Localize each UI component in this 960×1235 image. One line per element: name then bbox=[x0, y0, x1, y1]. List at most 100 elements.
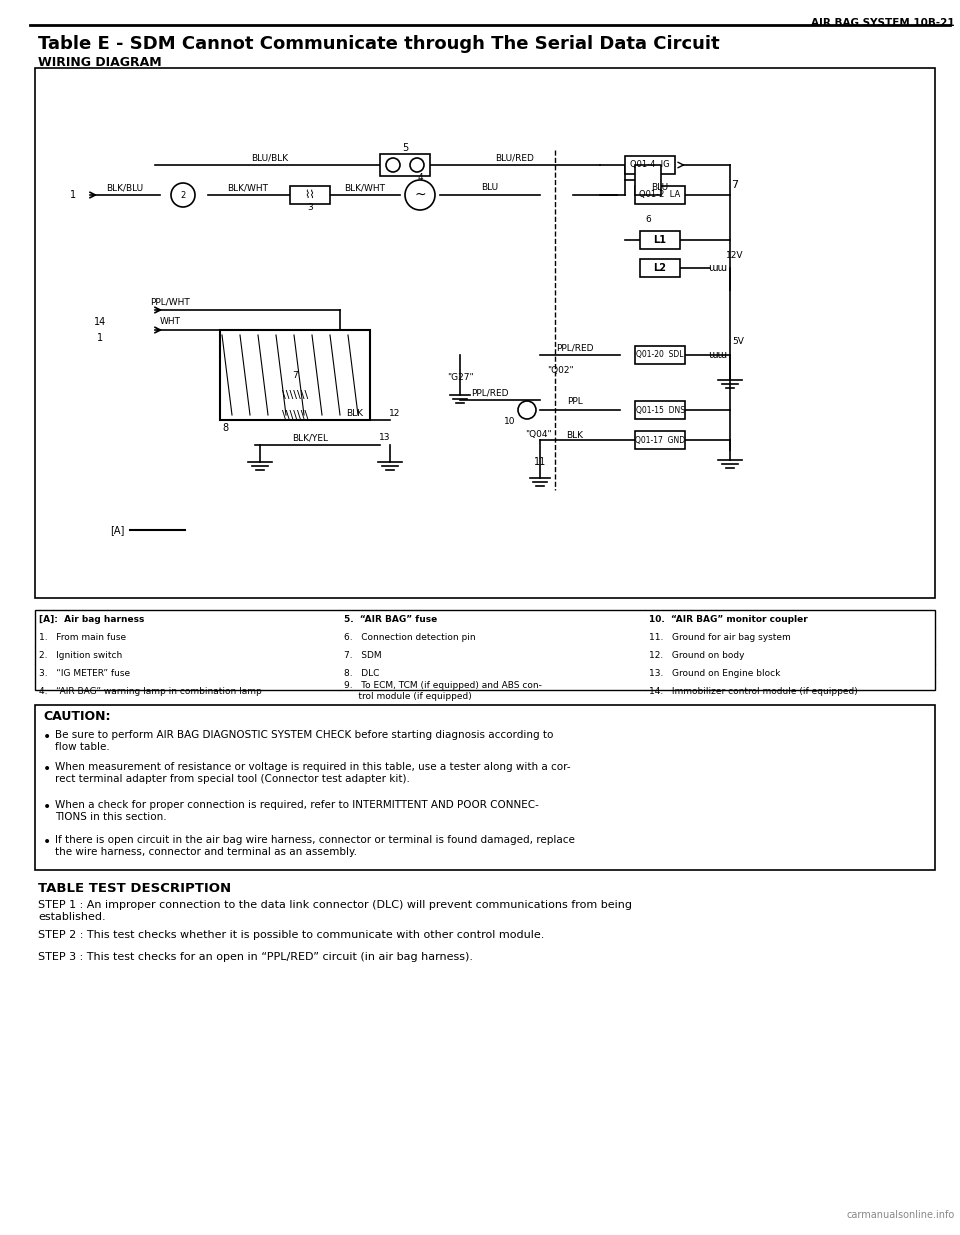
Text: CAUTION:: CAUTION: bbox=[43, 710, 110, 724]
Text: 5: 5 bbox=[402, 143, 408, 153]
Text: Q01-17  GND: Q01-17 GND bbox=[635, 436, 685, 445]
Circle shape bbox=[518, 401, 536, 419]
Text: When measurement of resistance or voltage is required in this table, use a teste: When measurement of resistance or voltag… bbox=[55, 762, 570, 783]
Text: PPL/WHT: PPL/WHT bbox=[150, 298, 190, 306]
Bar bbox=[635, 165, 661, 195]
Text: 10.  “AIR BAG” monitor coupler: 10. “AIR BAG” monitor coupler bbox=[649, 615, 807, 624]
Text: Q01-4  IG: Q01-4 IG bbox=[630, 161, 670, 169]
Bar bbox=[35, 610, 935, 690]
Text: 6: 6 bbox=[645, 215, 651, 225]
Text: When a check for proper connection is required, refer to INTERMITTENT AND POOR C: When a check for proper connection is re… bbox=[55, 800, 539, 821]
Text: STEP 1 : An improper connection to the data link connector (DLC) will prevent co: STEP 1 : An improper connection to the d… bbox=[38, 900, 632, 921]
Text: \\\\\\\: \\\\\\\ bbox=[282, 410, 308, 420]
Bar bbox=[635, 186, 685, 204]
Bar bbox=[640, 231, 680, 249]
Text: BLU/RED: BLU/RED bbox=[495, 153, 535, 163]
Text: Q01-20  SDL: Q01-20 SDL bbox=[636, 351, 684, 359]
Text: PPL: PPL bbox=[567, 398, 583, 406]
Text: 8.   DLC: 8. DLC bbox=[344, 668, 379, 678]
Bar bbox=[380, 154, 430, 177]
Text: BLK: BLK bbox=[347, 409, 364, 417]
Text: •: • bbox=[43, 730, 51, 743]
Bar bbox=[635, 431, 685, 450]
Text: 14: 14 bbox=[94, 317, 107, 327]
Text: 12.   Ground on body: 12. Ground on body bbox=[649, 651, 745, 659]
Text: •: • bbox=[43, 835, 51, 848]
Text: BLK: BLK bbox=[566, 431, 584, 440]
Text: ɯɯ: ɯɯ bbox=[708, 350, 728, 359]
Bar bbox=[35, 68, 935, 598]
Text: If there is open circuit in the air bag wire harness, connector or terminal is f: If there is open circuit in the air bag … bbox=[55, 835, 575, 857]
Text: 7: 7 bbox=[732, 180, 738, 190]
Text: 7.   SDM: 7. SDM bbox=[344, 651, 382, 659]
Circle shape bbox=[405, 180, 435, 210]
Text: STEP 2 : This test checks whether it is possible to communicate with other contr: STEP 2 : This test checks whether it is … bbox=[38, 930, 544, 940]
Bar bbox=[290, 186, 330, 204]
Text: 12V: 12V bbox=[727, 251, 744, 259]
Text: 4.   “AIR BAG” warning lamp in combination lamp: 4. “AIR BAG” warning lamp in combination… bbox=[39, 687, 262, 695]
Circle shape bbox=[410, 158, 424, 172]
Text: 14.   Immobilizer control module (if equipped): 14. Immobilizer control module (if equip… bbox=[649, 687, 857, 695]
Text: BLU: BLU bbox=[481, 184, 498, 193]
Bar bbox=[635, 401, 685, 419]
Text: [A]: [A] bbox=[110, 525, 125, 535]
Bar bbox=[625, 156, 675, 174]
Text: 9.   To ECM, TCM (if equipped) and ABS con-
     trol module (if equipped): 9. To ECM, TCM (if equipped) and ABS con… bbox=[344, 682, 541, 700]
Text: Be sure to perform AIR BAG DIAGNOSTIC SYSTEM CHECK before starting diagnosis acc: Be sure to perform AIR BAG DIAGNOSTIC SY… bbox=[55, 730, 553, 752]
Text: 1.   From main fuse: 1. From main fuse bbox=[39, 632, 126, 641]
Text: Table E - SDM Cannot Communicate through The Serial Data Circuit: Table E - SDM Cannot Communicate through… bbox=[38, 35, 720, 53]
Text: [A]:  Air bag harness: [A]: Air bag harness bbox=[39, 615, 144, 624]
Text: 1: 1 bbox=[70, 190, 76, 200]
Bar bbox=[220, 330, 370, 420]
Text: 13: 13 bbox=[379, 433, 391, 442]
Text: 1: 1 bbox=[97, 333, 103, 343]
Text: 11.   Ground for air bag system: 11. Ground for air bag system bbox=[649, 632, 791, 641]
Text: BLK/WHT: BLK/WHT bbox=[228, 184, 269, 193]
Text: 8: 8 bbox=[222, 424, 228, 433]
Text: 3.   “IG METER” fuse: 3. “IG METER” fuse bbox=[39, 668, 131, 678]
Text: Q01-2  LA: Q01-2 LA bbox=[639, 190, 681, 200]
Text: BLU: BLU bbox=[652, 184, 668, 193]
Text: PPL/RED: PPL/RED bbox=[471, 389, 509, 398]
Text: PPL/RED: PPL/RED bbox=[556, 343, 593, 352]
Text: ⌇⌇: ⌇⌇ bbox=[304, 190, 316, 200]
Text: AIR BAG SYSTEM 10B-21: AIR BAG SYSTEM 10B-21 bbox=[811, 19, 955, 28]
Text: L1: L1 bbox=[654, 235, 666, 245]
Text: 13.   Ground on Engine block: 13. Ground on Engine block bbox=[649, 668, 780, 678]
Text: 5.  “AIR BAG” fuse: 5. “AIR BAG” fuse bbox=[344, 615, 437, 624]
Text: WIRING DIAGRAM: WIRING DIAGRAM bbox=[38, 56, 161, 69]
Text: 6.   Connection detection pin: 6. Connection detection pin bbox=[344, 632, 475, 641]
Text: 5V: 5V bbox=[732, 337, 744, 347]
Text: "Q02": "Q02" bbox=[546, 366, 573, 374]
Bar bbox=[640, 259, 680, 277]
Text: •: • bbox=[43, 762, 51, 776]
Text: "G27": "G27" bbox=[446, 373, 473, 383]
Text: Q01-15  DNS: Q01-15 DNS bbox=[636, 405, 684, 415]
Text: BLK/YEL: BLK/YEL bbox=[292, 433, 328, 442]
Text: TABLE TEST DESCRIPTION: TABLE TEST DESCRIPTION bbox=[38, 882, 231, 895]
Text: ~: ~ bbox=[414, 188, 426, 203]
Text: 3: 3 bbox=[307, 203, 313, 211]
Bar bbox=[635, 346, 685, 364]
Text: BLK/BLU: BLK/BLU bbox=[107, 184, 144, 193]
Circle shape bbox=[386, 158, 400, 172]
Text: \\\\\\\: \\\\\\\ bbox=[282, 390, 308, 400]
Text: carmanualsonline.info: carmanualsonline.info bbox=[847, 1210, 955, 1220]
Text: BLU/BLK: BLU/BLK bbox=[252, 153, 289, 163]
Text: "Q04": "Q04" bbox=[525, 431, 551, 440]
Text: L2: L2 bbox=[654, 263, 666, 273]
Text: 11: 11 bbox=[534, 457, 546, 467]
Text: BLK/WHT: BLK/WHT bbox=[345, 184, 386, 193]
Text: 10: 10 bbox=[504, 417, 516, 426]
Text: •: • bbox=[43, 800, 51, 814]
Bar bbox=[35, 705, 935, 869]
Text: 2.   Ignition switch: 2. Ignition switch bbox=[39, 651, 122, 659]
Text: STEP 3 : This test checks for an open in “PPL/RED” circuit (in air bag harness).: STEP 3 : This test checks for an open in… bbox=[38, 952, 473, 962]
Text: 2: 2 bbox=[180, 190, 185, 200]
Text: WHT: WHT bbox=[159, 317, 180, 326]
Text: 4: 4 bbox=[418, 173, 422, 183]
Text: 7: 7 bbox=[292, 370, 298, 379]
Text: ɯɯ: ɯɯ bbox=[708, 263, 728, 273]
Text: 12: 12 bbox=[390, 409, 400, 417]
Circle shape bbox=[171, 183, 195, 207]
